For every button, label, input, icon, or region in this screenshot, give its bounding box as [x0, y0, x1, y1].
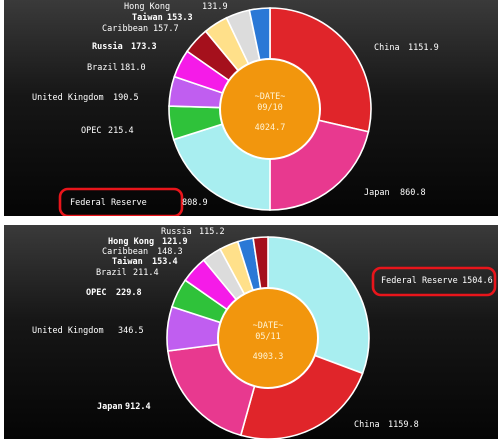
center-date: 05/11 [255, 332, 281, 342]
donut-center [217, 287, 319, 389]
slice-value-hong-kong: 131.9 [202, 2, 228, 12]
center-total: 4903.3 [253, 352, 284, 362]
center-total: 4024.7 [255, 123, 286, 133]
slice-value-russia: 173.3 [131, 42, 157, 52]
slice-value-brazil: 211.4 [133, 268, 159, 278]
slice-value-caribbean: 157.7 [153, 24, 179, 34]
slice-value-taiwan: 153.4 [152, 257, 178, 267]
chart-svg-bottom: ~DATE~05/11 4903.3 Federal Reserve 1504.6 Ch… [32, 227, 497, 439]
slice-value-hong-kong: 121.9 [162, 237, 188, 247]
center-date: 09/10 [257, 103, 283, 113]
slice-value-russia: 115.2 [199, 227, 225, 237]
slice-value-united-kingdom: 190.5 [113, 93, 139, 103]
slice-label-russia: Russia [92, 41, 123, 52]
slice-value-brazil: 181.0 [120, 63, 146, 73]
donut-center [219, 58, 321, 160]
slice-label-hong-kong: Hong Kong [108, 237, 154, 247]
center-label: ~DATE~ [255, 92, 286, 102]
slice-label-japan: Japan [364, 188, 390, 198]
chart-svg-top: ~DATE~09/10 4024.7 China 1151.9 Japan 860.8 Fe… [32, 2, 439, 216]
slice-label-japan: Japan [97, 402, 123, 412]
slice-label-united-kingdom: United Kingdom [32, 326, 104, 336]
slice-label-china: China [374, 43, 400, 53]
slice-value-opec: 229.8 [116, 288, 142, 298]
donut-chart-top: ~DATE~ 09/10 4024.7 China 1151.9 Japan 860.8 Fe… [4, 0, 498, 216]
slice-label-taiwan: Taiwan [132, 12, 163, 23]
slice-label-united-kingdom: United Kingdom [32, 93, 104, 103]
panel-divider [0, 216, 502, 225]
center-label: ~DATE~ [253, 321, 284, 331]
slice-label-china: China [354, 420, 380, 430]
slice-label-brazil: Brazil [96, 268, 127, 278]
slice-label-brazil: Brazil [87, 63, 118, 73]
slice-value-china: 1159.8 [388, 420, 419, 430]
slice-label-caribbean: Caribbean [102, 247, 148, 257]
slice-value-taiwan: 153.3 [167, 13, 193, 23]
slice-label-russia: Russia [161, 227, 192, 237]
donut-chart-bottom: ~DATE~ 05/11 4903.3 Federal Reserve 1504.6 Ch… [4, 225, 498, 439]
highlight-box [371, 266, 497, 297]
slice-label-taiwan: Taiwan [112, 256, 143, 267]
slice-value-china: 1151.9 [408, 43, 439, 53]
slice-label-federal-reserve: Federal Reserve [70, 198, 147, 208]
slice-label-hong-kong: Hong Kong [124, 2, 170, 12]
slice-value-federal-reserve: 808.9 [182, 198, 208, 208]
slice-label-federal-reserve: Federal Reserve [381, 276, 458, 286]
slice-value-japan: 860.8 [400, 188, 426, 198]
highlight-box [58, 187, 184, 216]
slice-value-japan: 912.4 [125, 402, 151, 412]
slice-value-united-kingdom: 346.5 [118, 326, 144, 336]
slice-label-caribbean: Caribbean [102, 24, 148, 34]
slice-value-opec: 215.4 [108, 126, 134, 136]
slice-label-opec: OPEC [81, 126, 101, 136]
slice-value-federal-reserve: 1504.6 [462, 276, 493, 286]
slice-label-opec: OPEC [86, 288, 106, 298]
slice-value-caribbean: 148.3 [157, 247, 183, 257]
